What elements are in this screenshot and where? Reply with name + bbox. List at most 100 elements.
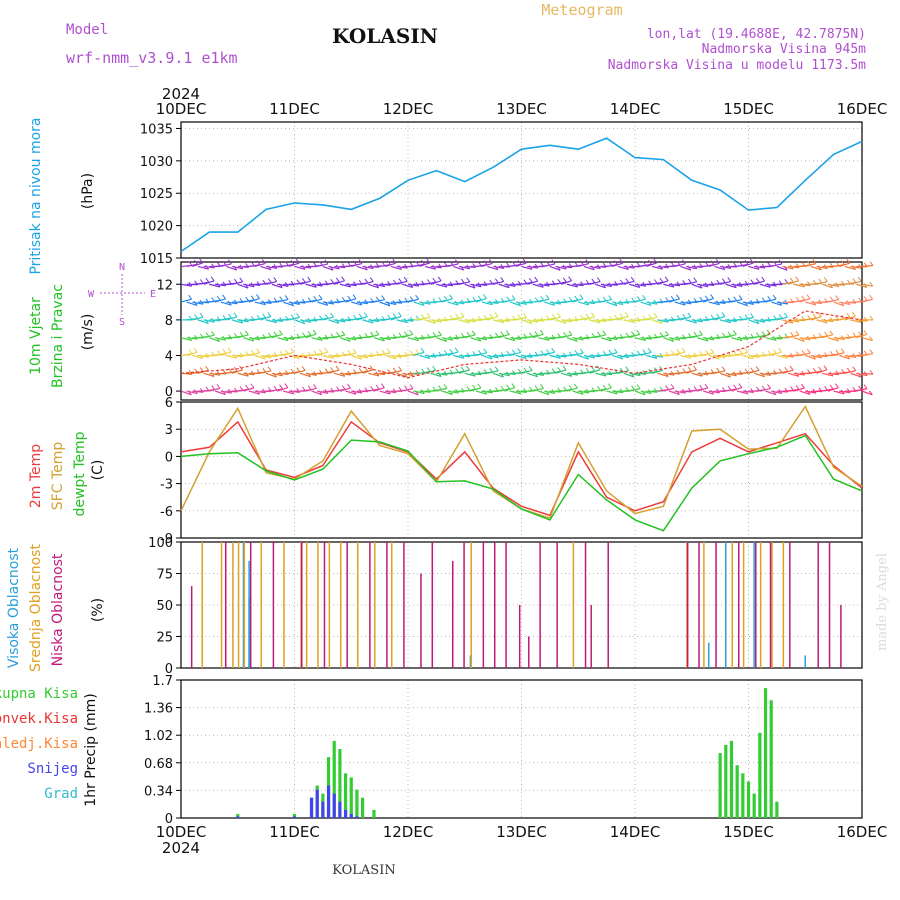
wind-barb — [487, 354, 499, 359]
wind-barb — [305, 283, 317, 288]
wind-barb — [237, 319, 249, 323]
wind-barb — [396, 265, 408, 269]
wind-barb-feather — [387, 260, 391, 265]
wind-barb — [629, 319, 641, 322]
wind-barb — [578, 263, 590, 268]
wind-barb-feather — [336, 332, 340, 337]
wind-barb — [254, 262, 266, 268]
wind-barb — [402, 372, 414, 377]
chart-title: Meteogram — [541, 1, 622, 19]
wind-barb — [816, 369, 828, 374]
wind-barb — [793, 283, 805, 288]
wind-barb — [294, 369, 306, 374]
wind-barb — [209, 387, 221, 392]
wind-barb-feather — [364, 312, 368, 317]
wind-barb — [260, 354, 272, 359]
wind-barb — [294, 265, 306, 270]
x-tick-label-top: 11DEC — [269, 100, 320, 118]
wind-barb — [390, 265, 402, 271]
wind-barb-feather — [358, 313, 363, 319]
wind-barb — [640, 263, 652, 268]
wind-barb — [549, 316, 561, 321]
wind-barb — [510, 337, 522, 340]
wind-barb — [844, 265, 856, 271]
wind-barb — [640, 351, 652, 357]
x-tick-label-top: 10DEC — [156, 100, 207, 118]
wind-barb — [487, 370, 499, 374]
wind-barb-feather — [868, 390, 873, 396]
wind-barb-feather — [829, 384, 834, 390]
wind-barb — [197, 281, 209, 285]
wind-barb-feather — [642, 294, 647, 300]
wind-barb — [283, 337, 295, 340]
wind-barb — [844, 370, 856, 374]
wind-barb — [822, 283, 833, 289]
wind-barb-feather — [568, 276, 573, 281]
wind-barb — [509, 351, 521, 357]
wind-barb — [697, 372, 709, 376]
wind-barb-feather — [211, 330, 215, 336]
wind-barb — [345, 283, 357, 287]
wind-barb-feather — [466, 331, 471, 337]
wind-barb-feather — [443, 295, 448, 301]
wind-barb — [413, 263, 425, 268]
wind-barb — [504, 298, 516, 303]
wind-barb-feather — [398, 366, 403, 371]
wind-barb — [396, 372, 408, 378]
wind-barb-feather — [835, 295, 840, 300]
wind-barb — [203, 280, 215, 285]
wind-barb — [402, 333, 413, 339]
wind-barb — [481, 317, 493, 321]
wind-barb-feather — [262, 313, 266, 319]
wind-barb — [362, 265, 374, 270]
wind-barb — [311, 337, 323, 341]
wind-barb-feather — [585, 313, 590, 319]
wind-barb — [697, 319, 709, 322]
wind-barb — [475, 390, 487, 395]
wind-barb-feather — [625, 278, 630, 283]
y-tick-label: 1025 — [140, 187, 173, 202]
wind-barb-feather — [591, 312, 595, 317]
wind-barb — [629, 283, 641, 289]
wind-barb-feather — [454, 347, 459, 353]
precip-bar-total_precip — [338, 749, 342, 818]
wind-barb — [748, 369, 760, 374]
wind-barb — [492, 280, 504, 285]
wind-barb — [708, 301, 720, 306]
wind-barb — [549, 354, 561, 359]
wind-barb — [583, 390, 595, 393]
precip-bar-total_precip — [775, 801, 779, 818]
wind-barb — [697, 299, 709, 303]
wind-barb — [436, 372, 448, 376]
wind-barb — [510, 263, 522, 268]
wind-barb-feather — [608, 383, 612, 388]
wind-barb-feather — [767, 296, 772, 301]
wind-barb — [249, 283, 261, 287]
wind-barb — [226, 316, 238, 321]
wind-barb — [810, 370, 822, 374]
wind-barb-feather — [494, 278, 499, 284]
precip-bar-snow — [309, 797, 314, 818]
wind-barb-feather — [296, 313, 300, 318]
wind-barb — [339, 337, 351, 342]
wind-barb-feather — [858, 331, 862, 336]
wind-barb-feather — [415, 294, 420, 300]
wind-barb — [260, 301, 272, 305]
wind-barb — [271, 333, 283, 339]
wind-barb — [277, 283, 289, 287]
elevation-label: Nadmorska Visina 945m — [702, 42, 867, 57]
wind-barb-feather — [869, 369, 874, 375]
wind-barb — [226, 354, 238, 359]
wind-barb-feather — [648, 314, 652, 319]
wind-barb — [317, 390, 329, 394]
wind-barb — [634, 298, 646, 303]
x-tick-label-bottom: 16DEC — [837, 823, 888, 841]
temp-ylabel-2m: 2m Temp — [28, 444, 44, 508]
wind-barb — [606, 301, 618, 307]
wind-barb — [521, 369, 533, 374]
wind-barb-feather — [296, 388, 301, 393]
wind-barb — [356, 265, 368, 271]
wind-barb — [476, 283, 488, 287]
wind-barb — [373, 299, 385, 303]
wind-barb — [334, 280, 345, 285]
